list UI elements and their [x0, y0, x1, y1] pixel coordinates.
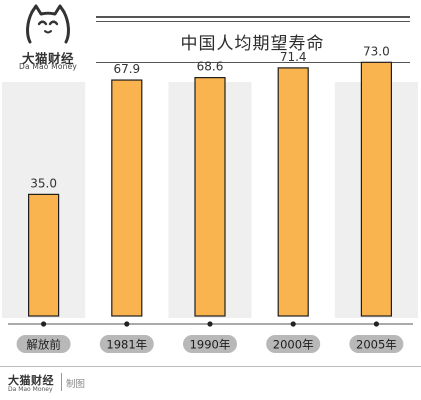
bar-value-label: 71.4 — [280, 50, 307, 64]
bar-value-label: 68.6 — [197, 60, 224, 74]
brand-name-en: Da Mao Money — [18, 62, 78, 71]
footer-brand-en: Da Mao Money — [8, 386, 53, 393]
header-rule-thin — [96, 21, 410, 22]
axis-tick-dot — [207, 321, 213, 327]
footer-rule — [0, 366, 421, 367]
bar-chart: 35.0 解放前 67.9 1981年 68.6 1990年 71.4 2000年 73.0 20… — [2, 44, 418, 353]
bar — [194, 77, 226, 317]
bar-value-label: 73.0 — [363, 44, 390, 58]
brand-name-cn: 大猫财经 — [21, 51, 74, 66]
bar — [360, 61, 392, 317]
category-pill — [349, 335, 404, 353]
brand-logo: 大猫财经 Da Mao Money — [6, 4, 90, 72]
footer-brand-cn: 大猫财经 — [8, 374, 54, 387]
category-label: 2005年 — [356, 338, 397, 352]
bar — [277, 67, 309, 317]
category-label: 1981年 — [106, 338, 147, 352]
axis-tick-dot — [373, 321, 379, 327]
header-rule-top — [96, 16, 410, 18]
axis-tick-dot — [41, 321, 47, 327]
bar — [111, 79, 143, 317]
category-pill — [99, 335, 154, 353]
footer-separator — [61, 373, 62, 391]
category-label: 1990年 — [190, 338, 231, 352]
bar — [28, 193, 60, 317]
title-rule — [96, 62, 410, 63]
category-pill — [266, 335, 321, 353]
category-label: 2000年 — [273, 338, 314, 352]
category-label: 解放前 — [26, 338, 61, 352]
axis-tick-dot — [290, 321, 296, 327]
footer-credit: 制图 — [66, 379, 86, 390]
bar-value-label: 67.9 — [113, 62, 140, 76]
cat-logo-icon — [26, 4, 70, 44]
axis-tick-dot — [124, 321, 130, 327]
chart-title: 中国人均期望寿命 — [180, 34, 325, 54]
category-pill — [16, 335, 71, 353]
category-pill — [183, 335, 237, 353]
bar-value-label: 35.0 — [30, 176, 57, 190]
